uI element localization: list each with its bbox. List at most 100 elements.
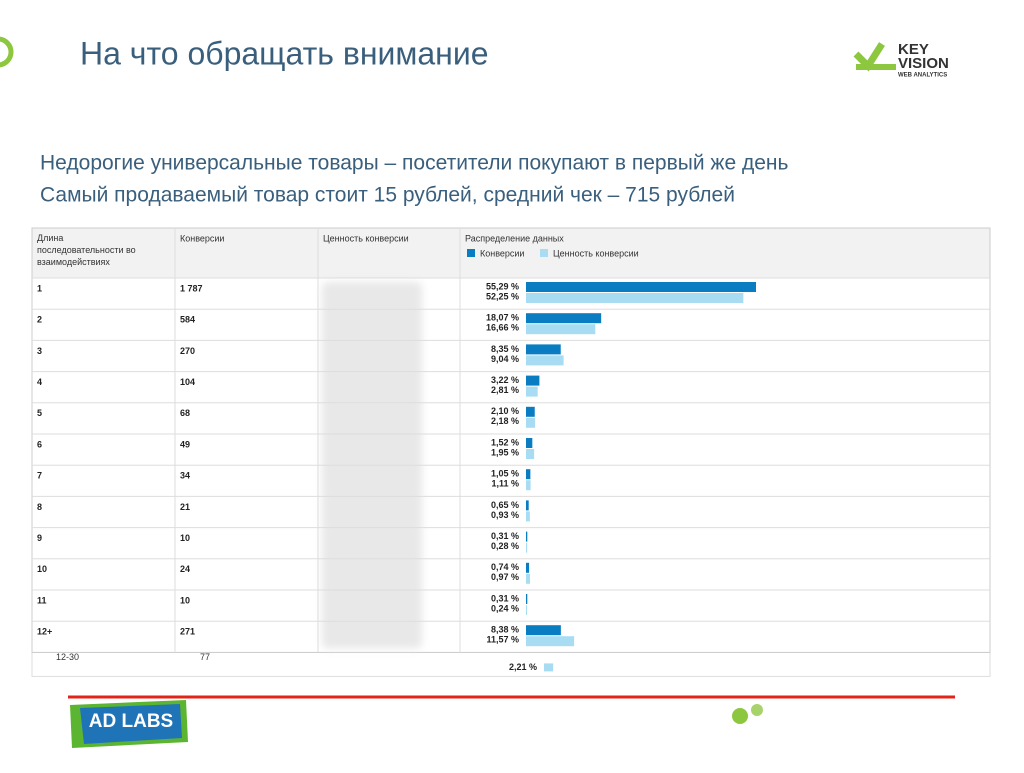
logo-shape [80,704,182,744]
percent-label: 55,29 % [486,281,519,291]
logo-text: KEY [898,41,929,58]
dot [751,704,763,716]
conversion-bar [526,594,528,604]
header-bg [31,227,991,279]
conversion-bar [526,438,533,448]
decor-dots [732,704,763,724]
conversion-bar [526,406,535,417]
percent-label: 52,25 % [486,291,519,301]
value-bar [526,293,744,303]
header-line: последовательности во [37,245,136,255]
percent-label: 1,95 % [491,447,519,457]
value-bar [526,480,531,491]
cell-text: 10 [180,595,190,605]
percent-label: 1,52 % [491,437,519,447]
header-line: Длина [37,233,63,243]
cell-text: 24 [180,564,190,574]
adlabs-logo: AD LABS [70,700,188,748]
conversion-bar [526,344,561,355]
cell-text: 271 [180,627,195,637]
logo-text: AD LABS [89,711,173,732]
cell-text: 68 [180,408,190,418]
value-bar [526,324,596,335]
intro-line: Самый продаваемый товар стоит 15 рублей,… [40,184,735,207]
data-table: 12-30 77 2,21 % Длина последовательности во в… [31,227,991,677]
cell-text: 5 [37,408,42,418]
value-bar [526,449,535,459]
percent-label: 0,97 % [491,572,519,582]
keyvision-logo: KEY VISION WEB ANALYTICS [853,41,949,79]
value-bar [526,605,527,615]
legend-swatch [467,249,475,257]
legend-swatch [540,249,548,257]
percent-label: 0,31 % [491,531,519,541]
percent-label: 3,22 % [491,375,519,385]
cell-text: 77 [200,652,210,662]
value-bar [526,355,564,366]
percent-label: 11,57 % [486,635,519,645]
percent-label: 0,28 % [491,541,519,551]
dot [732,708,748,724]
conversion-bar [526,625,561,636]
intro-line: Недорогие универсальные товары – посетит… [40,152,789,175]
cell-text: 2 [37,315,42,325]
cell-text: 12+ [37,627,52,637]
cell-text: 104 [180,377,195,387]
table-frame [31,227,991,653]
value-bar [526,511,530,522]
cell-text: 270 [180,346,195,356]
value-bar [526,542,528,553]
percent-label: 18,07 % [486,313,519,323]
cell-text: 49 [180,439,190,449]
cell-text: 6 [37,439,42,449]
cell-text: 584 [180,315,195,325]
conversion-bar [526,282,756,292]
cell-text: 10 [180,533,190,543]
value-bar [526,636,575,647]
cell-text: 9 [37,533,42,543]
percent-label: 0,24 % [491,603,519,613]
cell-text: 11 [37,595,47,605]
cell-text: 21 [180,502,190,512]
logo-bar [856,64,896,70]
percent-label: 1,05 % [491,469,519,479]
conversion-bar [526,531,528,542]
percent-label: 0,65 % [491,500,519,510]
logo-text: VISION [898,55,949,72]
slide-title: На что обращать внимание [80,35,489,71]
column-header: Распределение данных [465,233,564,243]
percent-label: 1,11 % [491,479,519,489]
percent-label: 0,74 % [491,562,519,572]
cell-text: 34 [180,471,190,481]
cell-text: 10 [37,564,47,574]
decor-circle [0,36,14,68]
value-bar [526,386,538,397]
cell-text: 4 [37,377,42,387]
column-header: Ценность конверсии [323,233,409,243]
value-bar [526,417,536,428]
column-header: Конверсии [180,233,224,243]
percent-label: 9,04 % [491,354,519,364]
percent-label: 0,31 % [491,593,519,603]
percent-label: 8,38 % [491,625,519,635]
cell-text: 8 [37,502,42,512]
conversion-bar [526,562,530,573]
legend-label: Конверсии [480,248,524,258]
cell-text: 3 [37,346,42,356]
legend-label: Ценность конверсии [553,248,639,258]
logo-text: WEB ANALYTICS [898,73,947,79]
partial-row [31,651,991,677]
value-bar [544,663,554,672]
conversion-bar [526,500,529,511]
percent-label: 2,18 % [491,416,519,426]
column-header: Длина последовательности во взаимодействия… [37,233,136,267]
cell-text: 1 [37,283,42,293]
value-bar [526,573,531,584]
conversion-bar [526,375,540,386]
cell-text: 12-30 [56,652,79,662]
percent-label: 2,81 % [491,385,519,395]
percent-label: 2,10 % [491,406,519,416]
percent-label: 16,66 % [486,323,519,333]
cell-text: 7 [37,471,42,481]
